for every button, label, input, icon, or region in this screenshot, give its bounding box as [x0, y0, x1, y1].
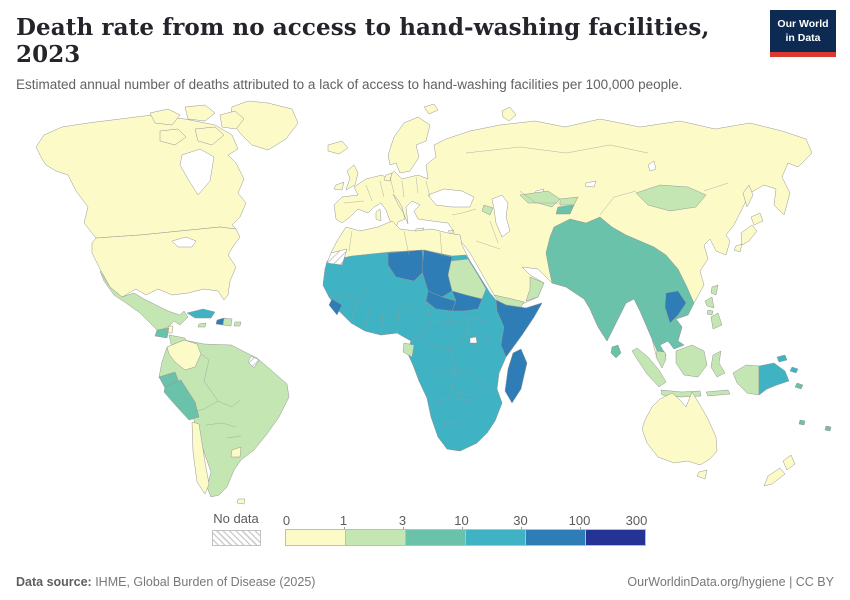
chart-footer: Data source: IHME, Global Burden of Dise…	[16, 575, 834, 589]
country-taiwan[interactable]	[710, 284, 719, 296]
region-malaysia-indonesia[interactable]	[631, 344, 731, 398]
country-south-sudan[interactable]	[451, 290, 483, 312]
country-chad[interactable]	[421, 249, 453, 298]
country-guatemala[interactable]	[154, 327, 170, 339]
country-gabon[interactable]	[402, 342, 415, 358]
legend-tick-4: 30	[513, 513, 528, 528]
legend-tick-2: 3	[398, 513, 407, 528]
legend-bin-0-1[interactable]	[284, 529, 346, 546]
region-french-guiana-no-data[interactable]	[247, 355, 260, 369]
owid-logo-line1: Our World	[777, 18, 829, 30]
legend-bin-10-30[interactable]	[465, 529, 526, 546]
country-oman[interactable]	[525, 276, 545, 302]
legend-bin-3-10[interactable]	[405, 529, 466, 546]
country-sri-lanka[interactable]	[610, 344, 622, 359]
owid-logo-accent-bar	[770, 52, 836, 58]
owid-logo-line2: in Data	[785, 31, 821, 44]
region-scandinavia[interactable]	[387, 103, 439, 174]
region-cyprus[interactable]	[447, 229, 455, 235]
country-united-states[interactable]	[91, 226, 241, 301]
region-south-asia[interactable]	[545, 216, 695, 354]
country-papua-new-guinea[interactable]	[758, 354, 799, 396]
country-puerto-rico[interactable]	[233, 321, 242, 327]
country-laos[interactable]	[664, 290, 687, 324]
country-jamaica[interactable]	[197, 322, 207, 328]
data-source-label: Data source:	[16, 575, 92, 589]
lake-victoria	[469, 336, 478, 344]
country-colombia[interactable]	[166, 339, 202, 371]
country-cuba[interactable]	[186, 308, 216, 319]
country-mongolia[interactable]	[635, 184, 707, 212]
country-canada-arctic-islands[interactable]	[149, 104, 245, 146]
lake-balkhash	[584, 180, 597, 188]
legend-bin-30-100[interactable]	[525, 529, 586, 546]
country-somalia[interactable]	[495, 299, 543, 358]
sea-great-lakes	[171, 236, 197, 248]
country-niger[interactable]	[387, 249, 425, 282]
country-haiti[interactable]	[215, 317, 225, 326]
country-belize[interactable]	[167, 325, 174, 334]
owid-credit-link[interactable]: OurWorldinData.org/hygiene | CC BY	[627, 575, 834, 589]
owid-logo[interactable]: Our World in Data	[770, 10, 836, 58]
country-denmark[interactable]	[383, 172, 393, 182]
legend-no-data-swatch[interactable]	[211, 530, 261, 546]
country-japan[interactable]	[733, 212, 764, 253]
map-legend: No data 0 1 3 10 30 100 300	[0, 511, 850, 546]
world-choropleth-map	[0, 95, 850, 505]
data-source-text: IHME, Global Burden of Disease (2025)	[91, 575, 316, 589]
legend-tick-6: 300	[625, 513, 648, 528]
legend-tick-5: 100	[568, 513, 591, 528]
region-novaya-zemlya[interactable]	[501, 106, 517, 122]
country-philippines[interactable]	[704, 296, 723, 330]
legend-tick-3: 10	[454, 513, 469, 528]
legend-tick-0: 0	[282, 513, 291, 528]
country-tajikistan[interactable]	[555, 204, 575, 215]
region-sub-saharan-africa[interactable]	[322, 249, 543, 452]
lake-baikal	[647, 160, 657, 172]
country-canada[interactable]	[35, 114, 247, 239]
region-western-sahara-no-data[interactable]	[326, 248, 348, 266]
country-australia[interactable]	[641, 391, 718, 466]
data-source-note: Data source: IHME, Global Burden of Dise…	[16, 575, 315, 589]
chart-header: Death rate from no access to hand-washin…	[0, 0, 850, 95]
country-sierra-leone[interactable]	[328, 298, 343, 316]
page-title: Death rate from no access to hand-washin…	[16, 14, 710, 68]
region-west-new-guinea[interactable]	[732, 364, 760, 396]
legend-no-data[interactable]: No data	[211, 511, 261, 546]
chart-subtitle: Estimated annual number of deaths attrib…	[16, 77, 683, 92]
legend-color-bar	[284, 529, 646, 546]
country-madagascar[interactable]	[504, 348, 528, 404]
region-sardinia-corsica[interactable]	[375, 208, 382, 222]
region-sakhalin[interactable]	[742, 184, 754, 208]
sea-caspian-sea	[491, 194, 511, 238]
country-azerbaijan[interactable]	[481, 204, 494, 216]
owid-logo-box: Our World in Data	[770, 10, 836, 53]
legend-no-data-label: No data	[213, 511, 259, 526]
country-new-zealand[interactable]	[763, 454, 796, 487]
country-united-kingdom[interactable]	[345, 164, 359, 191]
legend-bin-1-3[interactable]	[345, 529, 406, 546]
region-tasmania[interactable]	[696, 469, 708, 480]
sea-hudson-bay	[179, 148, 215, 196]
country-dominican-republic[interactable]	[222, 317, 233, 327]
country-iceland[interactable]	[327, 140, 349, 155]
region-falkland-islands[interactable]	[236, 498, 246, 505]
region-pacific-islands[interactable]	[798, 419, 832, 432]
country-solomon-islands[interactable]	[794, 382, 804, 390]
legend-bin-100-300[interactable]	[585, 529, 646, 546]
sea-black-sea	[427, 188, 475, 208]
country-ireland[interactable]	[333, 181, 345, 191]
country-mexico[interactable]	[99, 270, 189, 332]
legend-color-scale: 0 1 3 10 30 100 300	[282, 513, 647, 546]
country-uruguay[interactable]	[230, 446, 242, 458]
legend-tick-1: 1	[339, 513, 348, 528]
country-peru[interactable]	[163, 379, 200, 421]
country-chile[interactable]	[191, 421, 210, 495]
country-borders-overlay	[191, 144, 729, 439]
country-greenland[interactable]	[229, 100, 299, 151]
